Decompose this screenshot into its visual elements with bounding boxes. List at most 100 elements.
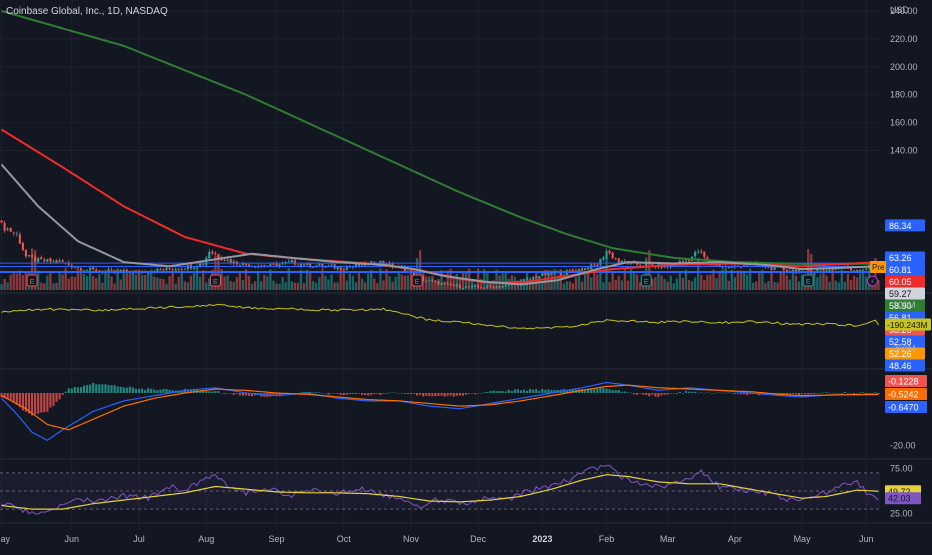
- macd-histogram-bar: [422, 393, 425, 397]
- candle-body: [617, 258, 620, 263]
- volume-bar: [758, 272, 761, 290]
- candle-body: [290, 259, 293, 263]
- macd-histogram-bar: [452, 393, 455, 397]
- volume-bar: [831, 269, 834, 290]
- volume-bar: [394, 276, 397, 290]
- volume-bar: [849, 280, 853, 290]
- volume-bar: [296, 282, 300, 290]
- candle-body: [437, 281, 440, 285]
- candle-body: [474, 285, 477, 287]
- macd-histogram-bar: [31, 393, 34, 416]
- candle-body: [849, 267, 853, 271]
- candle-body: [232, 261, 235, 264]
- volume-bar: [388, 276, 391, 290]
- volume-bar: [825, 275, 828, 290]
- macd-histogram-bar: [3, 393, 6, 399]
- macd-histogram-bar: [76, 387, 79, 393]
- candle-body: [816, 269, 819, 271]
- candle-body: [547, 272, 550, 276]
- macd-histogram-bar: [541, 389, 544, 393]
- volume-bar: [18, 270, 22, 290]
- volume-bar: [244, 269, 248, 290]
- macd-histogram-bar: [162, 388, 165, 393]
- macd-histogram-bar: [785, 393, 788, 396]
- candle-body: [217, 254, 220, 258]
- macd-histogram-bar: [810, 393, 813, 394]
- price-label-box: [885, 275, 925, 288]
- volume-bar: [137, 270, 141, 290]
- price-label-box: [885, 251, 925, 264]
- volume-bar: [333, 282, 336, 290]
- price-label-box: [885, 299, 925, 312]
- volume-bar: [150, 269, 153, 290]
- macd-histogram-bar: [846, 392, 849, 394]
- candle-body: [477, 285, 480, 288]
- earnings-marker-icon: [209, 274, 221, 287]
- volume-bar: [409, 271, 413, 290]
- macd-histogram-bar: [211, 391, 214, 393]
- macd-histogram-bar: [18, 393, 21, 408]
- macd-histogram-bar: [449, 393, 452, 396]
- volume-bar: [131, 272, 135, 290]
- macd-histogram-bar: [144, 389, 147, 393]
- volume-bar: [290, 281, 293, 290]
- macd-histogram-bar: [461, 393, 464, 396]
- volume-bar: [134, 274, 138, 290]
- macd-histogram-bar: [137, 388, 141, 393]
- macd-histogram-bar: [464, 393, 468, 395]
- volume-bar: [846, 273, 850, 290]
- macd-histogram-bar: [86, 385, 89, 393]
- candle-body: [739, 266, 743, 268]
- volume-bar: [293, 282, 297, 290]
- candle-body: [238, 264, 241, 266]
- candle-body: [467, 286, 471, 288]
- candle-body: [791, 269, 794, 272]
- candle-body: [211, 251, 214, 254]
- volume-bar: [342, 268, 345, 290]
- macd-histogram-bar: [385, 393, 388, 394]
- macd-histogram-bar: [391, 392, 394, 394]
- macd-value-box: [885, 375, 927, 387]
- candle-body: [471, 285, 474, 288]
- volume-bar: [675, 278, 678, 290]
- candle-body: [852, 270, 856, 272]
- candle-body: [336, 266, 339, 269]
- volume-bar: [363, 282, 367, 290]
- volume-bar: [651, 279, 654, 290]
- macd-histogram-bar: [868, 393, 871, 394]
- macd-histogram-bar: [639, 393, 642, 394]
- volume-bar: [764, 283, 767, 290]
- candle-body: [611, 252, 614, 259]
- volume-bar: [15, 273, 18, 290]
- macd-histogram-bar: [694, 391, 697, 393]
- axis-unit-label: USD: [890, 5, 910, 15]
- candle-body: [498, 285, 501, 288]
- macd-histogram-bar: [165, 388, 168, 393]
- obv-y-tick-label: -100M: [890, 300, 916, 310]
- volume-bar: [357, 272, 361, 290]
- macd-histogram-bar: [327, 393, 330, 395]
- volume-bar: [229, 281, 232, 290]
- macd-histogram-bar: [489, 391, 492, 393]
- macd-histogram-bar: [15, 393, 18, 405]
- volume-bar: [153, 276, 156, 290]
- macd-histogram-bar: [437, 393, 440, 396]
- candle-body: [715, 264, 718, 266]
- macd-histogram-bar: [186, 390, 189, 393]
- macd-histogram-bar: [516, 389, 519, 393]
- candle-body: [165, 267, 168, 270]
- candle-body: [156, 268, 159, 273]
- macd-histogram-bar: [813, 393, 816, 394]
- candle-body: [269, 264, 272, 267]
- candle-body: [174, 269, 177, 271]
- macd-histogram-bar: [373, 393, 376, 395]
- volume-bar: [348, 273, 352, 290]
- obv-value-box: [885, 318, 931, 331]
- macd-histogram-bar: [477, 393, 480, 394]
- candle-body: [119, 270, 122, 272]
- volume-bar: [632, 271, 636, 290]
- volume-bar: [703, 279, 706, 290]
- price-label-box: [885, 359, 925, 372]
- macd-histogram-bar: [55, 393, 58, 402]
